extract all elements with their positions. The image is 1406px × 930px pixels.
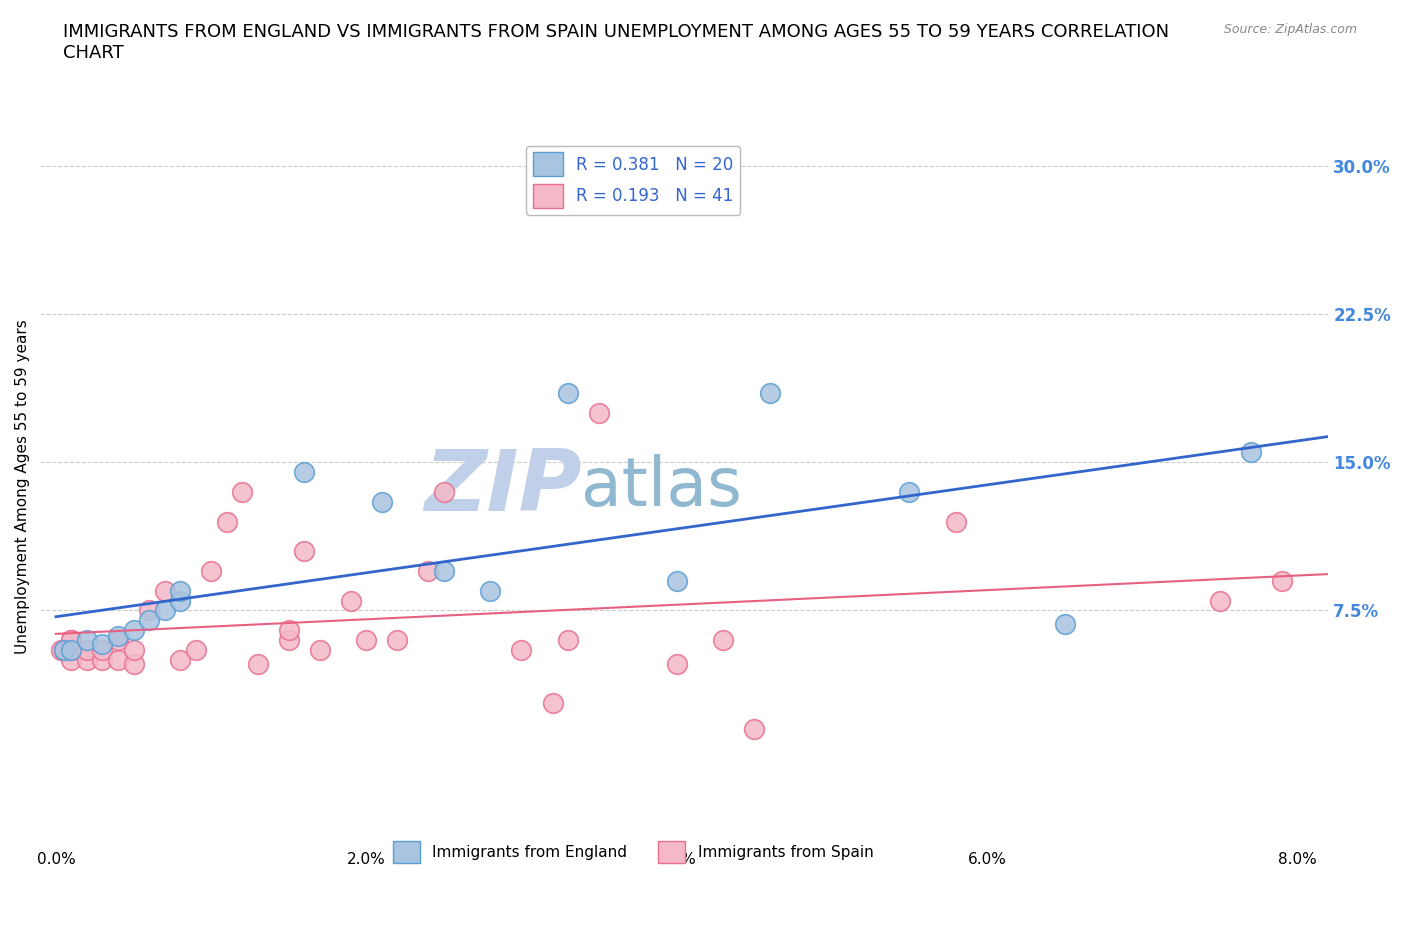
Point: [541, 696, 564, 711]
Point: [898, 485, 921, 499]
Point: [1209, 593, 1232, 608]
Point: [711, 632, 734, 647]
Point: [153, 583, 176, 598]
Point: [184, 643, 207, 658]
Point: [292, 544, 315, 559]
Point: [231, 485, 253, 499]
Point: [122, 657, 145, 671]
Point: [107, 632, 129, 647]
Point: [308, 643, 330, 658]
Point: [292, 465, 315, 480]
Text: atlas: atlas: [581, 454, 742, 520]
Point: [122, 643, 145, 658]
Point: [1053, 617, 1076, 631]
Point: [557, 632, 579, 647]
Point: [138, 613, 160, 628]
Point: [387, 632, 409, 647]
Point: [107, 653, 129, 668]
Point: [665, 657, 688, 671]
Point: [588, 405, 610, 420]
Point: [945, 514, 967, 529]
Point: [138, 603, 160, 618]
Point: [169, 593, 191, 608]
Point: [433, 485, 456, 499]
Point: [91, 643, 114, 658]
Point: [122, 623, 145, 638]
Point: [356, 632, 378, 647]
Point: [60, 653, 83, 668]
Text: ZIP: ZIP: [423, 445, 581, 528]
Point: [433, 564, 456, 578]
Point: [200, 564, 222, 578]
Point: [215, 514, 238, 529]
Point: [510, 643, 533, 658]
Point: [52, 643, 75, 658]
Point: [76, 632, 98, 647]
Point: [665, 574, 688, 589]
Point: [1240, 445, 1263, 460]
Point: [107, 629, 129, 644]
Point: [60, 632, 83, 647]
Point: [479, 583, 502, 598]
Point: [277, 623, 299, 638]
Point: [742, 722, 765, 737]
Point: [277, 632, 299, 647]
Point: [91, 653, 114, 668]
Point: [91, 637, 114, 652]
Point: [76, 643, 98, 658]
Legend: Immigrants from England, Immigrants from Spain: Immigrants from England, Immigrants from…: [387, 835, 879, 869]
Text: IMMIGRANTS FROM ENGLAND VS IMMIGRANTS FROM SPAIN UNEMPLOYMENT AMONG AGES 55 TO 5: IMMIGRANTS FROM ENGLAND VS IMMIGRANTS FR…: [63, 23, 1170, 62]
Point: [169, 583, 191, 598]
Point: [418, 564, 440, 578]
Point: [60, 643, 83, 658]
Point: [1271, 574, 1294, 589]
Point: [153, 603, 176, 618]
Point: [557, 386, 579, 401]
Point: [758, 386, 780, 401]
Point: [60, 632, 83, 647]
Point: [169, 653, 191, 668]
Point: [371, 495, 394, 510]
Point: [60, 643, 83, 658]
Y-axis label: Unemployment Among Ages 55 to 59 years: Unemployment Among Ages 55 to 59 years: [15, 320, 30, 655]
Point: [76, 653, 98, 668]
Point: [49, 643, 72, 658]
Point: [246, 657, 269, 671]
Text: Source: ZipAtlas.com: Source: ZipAtlas.com: [1223, 23, 1357, 36]
Point: [339, 593, 361, 608]
Point: [52, 643, 75, 658]
